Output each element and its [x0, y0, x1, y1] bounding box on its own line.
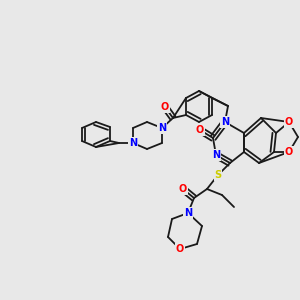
Text: N: N [129, 138, 137, 148]
Text: O: O [179, 184, 187, 194]
Text: O: O [196, 125, 204, 135]
Text: O: O [161, 102, 169, 112]
Text: N: N [221, 117, 229, 127]
Text: N: N [158, 123, 166, 133]
Text: O: O [285, 147, 293, 157]
Text: O: O [285, 117, 293, 127]
Text: N: N [184, 208, 192, 218]
Text: O: O [176, 244, 184, 254]
Text: N: N [212, 150, 220, 160]
Text: S: S [214, 170, 222, 180]
